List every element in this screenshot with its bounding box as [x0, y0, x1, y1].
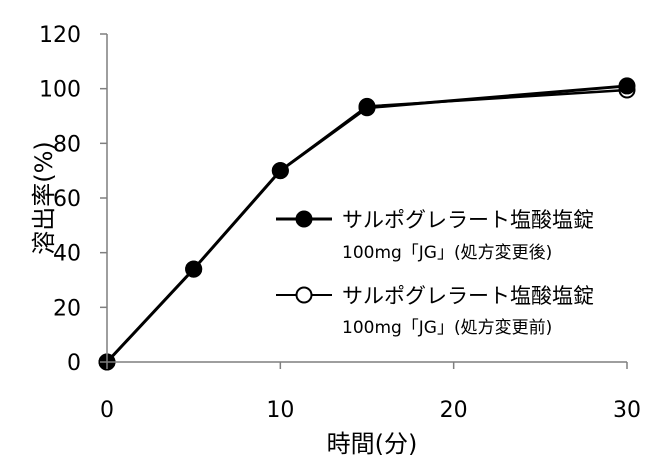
y-tick-labels: 0 20 40 60 80 100 120 [39, 23, 107, 376]
axes: 0 20 40 60 80 100 120 0 10 20 30 時間(分) 溶出率(%) [30, 23, 641, 458]
legend-sublabel-after: 100mg「JG」(処方変更後) [342, 243, 552, 263]
plot-area [98, 77, 636, 371]
legend: サルポグレラート塩酸塩錠 100mg「JG」(処方変更後) サルポグレラート塩酸… [276, 208, 594, 338]
data-point [271, 162, 289, 180]
x-tick-labels: 0 10 20 30 [100, 362, 641, 423]
y-tick-label: 0 [67, 351, 81, 376]
legend-entry-after: サルポグレラート塩酸塩錠 100mg「JG」(処方変更後) [276, 208, 594, 263]
x-tick-label: 30 [613, 398, 641, 423]
x-tick-label: 10 [266, 398, 294, 423]
y-tick-label: 20 [53, 296, 81, 321]
data-point [185, 260, 203, 278]
y-tick-label: 100 [39, 78, 81, 103]
x-tick-label: 20 [440, 398, 468, 423]
legend-sublabel-before: 100mg「JG」(処方変更前) [342, 318, 552, 338]
legend-marker-after [295, 210, 313, 228]
legend-marker-before [295, 286, 313, 304]
data-point [618, 77, 636, 95]
x-tick-label: 0 [100, 398, 114, 423]
data-point [358, 99, 376, 117]
series-after [98, 77, 636, 371]
y-axis-title: 溶出率(%) [30, 141, 58, 255]
y-tick-label: 40 [53, 242, 81, 267]
x-axis-title: 時間(分) [327, 430, 418, 458]
y-tick-label: 80 [53, 132, 81, 157]
legend-label-after: サルポグレラート塩酸塩錠 [342, 208, 594, 232]
legend-label-before: サルポグレラート塩酸塩錠 [342, 284, 594, 308]
legend-entry-before: サルポグレラート塩酸塩錠 100mg「JG」(処方変更前) [276, 284, 594, 338]
y-tick-label: 60 [53, 187, 81, 212]
y-tick-label: 120 [39, 23, 81, 48]
